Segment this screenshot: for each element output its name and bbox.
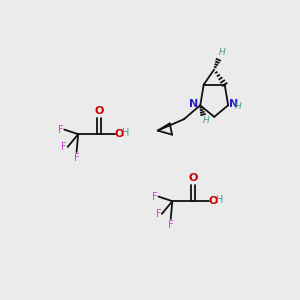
Text: H: H xyxy=(218,49,225,58)
Text: H: H xyxy=(216,195,223,205)
Text: H: H xyxy=(203,116,210,125)
Text: F: F xyxy=(168,220,174,230)
Text: F: F xyxy=(74,153,80,163)
Text: F: F xyxy=(58,124,64,135)
Text: N: N xyxy=(189,99,198,109)
Text: F: F xyxy=(156,209,161,219)
Text: O: O xyxy=(189,173,198,183)
Text: F: F xyxy=(61,142,67,152)
Text: H: H xyxy=(235,102,242,111)
Text: O: O xyxy=(209,196,218,206)
Text: O: O xyxy=(115,129,124,139)
Text: O: O xyxy=(94,106,104,116)
Text: F: F xyxy=(152,191,158,202)
Text: H: H xyxy=(122,128,129,138)
Text: N: N xyxy=(229,99,239,109)
